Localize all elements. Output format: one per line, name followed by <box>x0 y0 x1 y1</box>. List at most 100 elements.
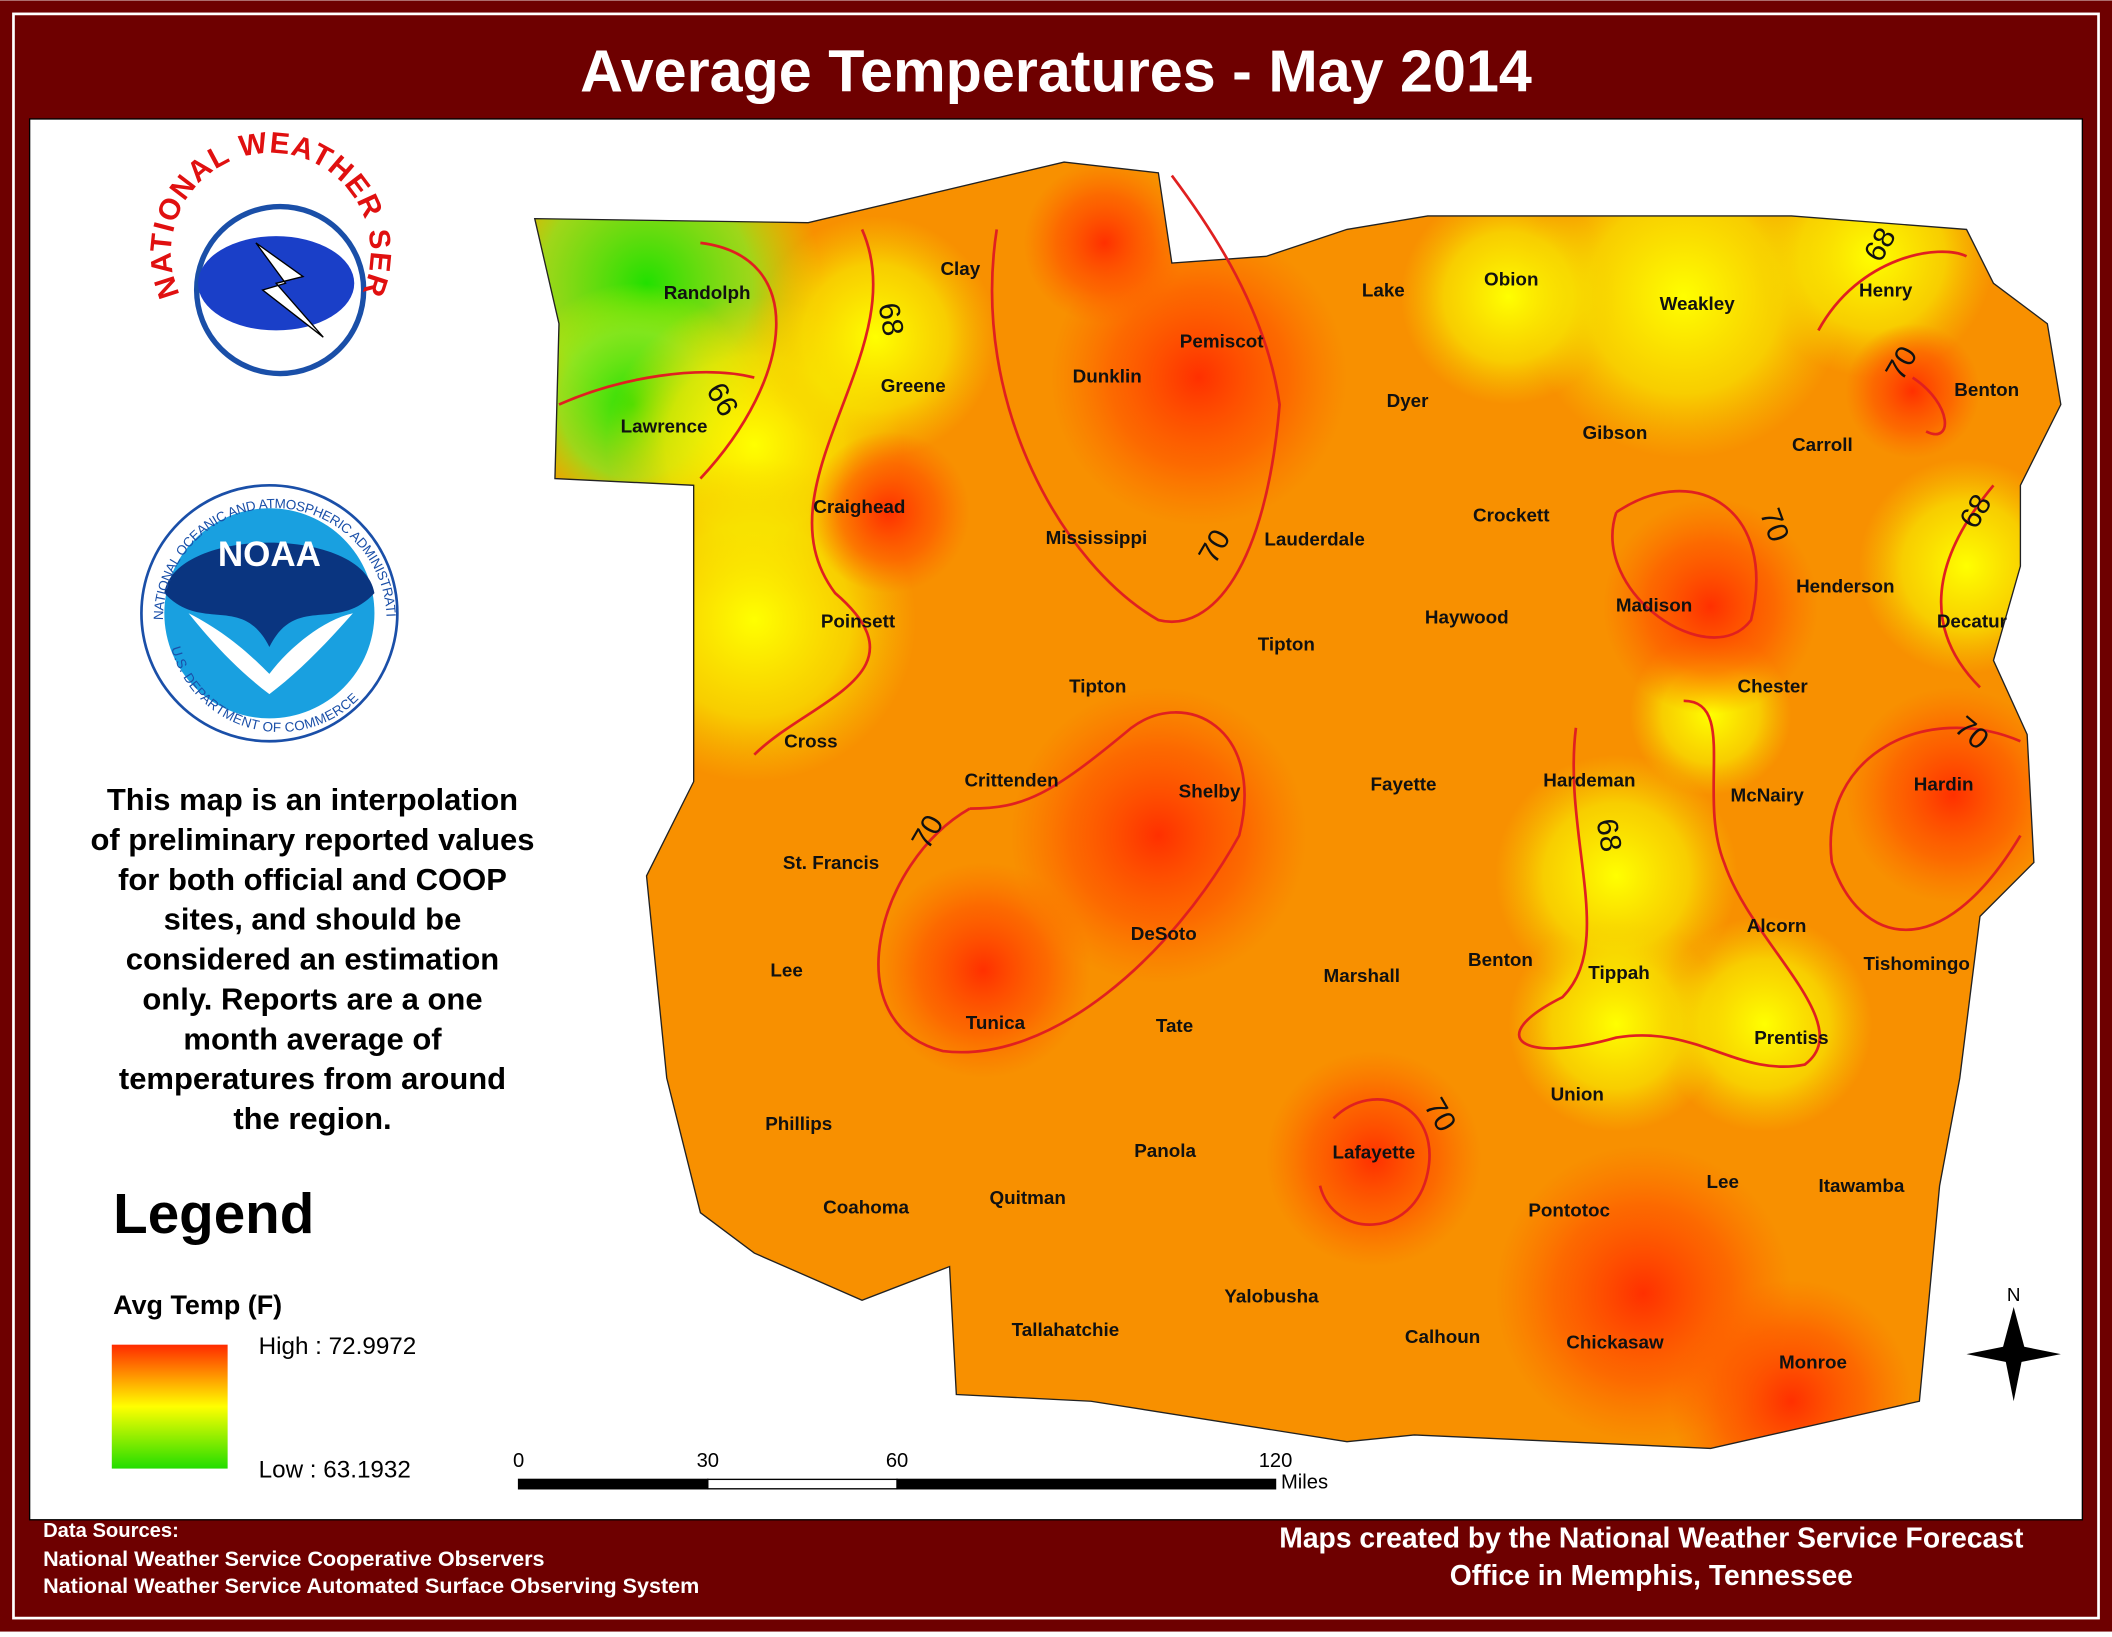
county-label: Panola <box>1134 1140 1196 1161</box>
temp-blob <box>754 215 997 459</box>
county-label: Mississippi <box>1046 527 1148 548</box>
temp-blob <box>875 862 1092 1078</box>
county-label: Tippah <box>1588 962 1649 983</box>
county-label: Union <box>1551 1083 1604 1104</box>
county-label: Crittenden <box>964 770 1058 791</box>
county-label: Gibson <box>1583 422 1648 443</box>
temp-blob <box>1602 498 1819 715</box>
description-line: temperatures from around <box>119 1061 506 1096</box>
county-label: Calhoun <box>1405 1326 1480 1347</box>
temp-blob <box>1400 189 1617 405</box>
county-label: Fayette <box>1371 774 1437 795</box>
county-label: Quitman <box>989 1187 1065 1208</box>
credit: Office in Memphis, Tennessee <box>1450 1559 1853 1591</box>
county-label: Greene <box>881 375 946 396</box>
county-label: Craighead <box>813 496 905 517</box>
contour-label: 68 <box>872 300 910 338</box>
county-label: Hardeman <box>1543 770 1635 791</box>
county-label: Obion <box>1484 269 1538 290</box>
county-label: Poinsett <box>821 611 896 632</box>
description-line: of preliminary reported values <box>90 822 534 857</box>
county-label: Pemiscot <box>1180 331 1265 352</box>
sources-title: Data Sources: <box>43 1520 179 1542</box>
county-label: St. Francis <box>783 852 879 873</box>
county-label: Lee <box>770 960 802 981</box>
scale-segment <box>517 1478 709 1490</box>
county-label: Tishomingo <box>1863 953 1969 974</box>
credit: Maps created by the National Weather Ser… <box>1279 1521 2024 1553</box>
temp-blob <box>1266 1051 1482 1267</box>
temp-blob <box>1845 687 2061 903</box>
county-label: Coahoma <box>823 1197 909 1218</box>
description-line: only. Reports are a one <box>142 981 482 1016</box>
county-label: Benton <box>1468 949 1533 970</box>
legend-layer: Avg Temp (F) <box>113 1290 282 1320</box>
frame-line <box>12 12 2100 1620</box>
temp-blob <box>1845 323 1980 459</box>
temp-blob <box>1670 1280 1913 1449</box>
county-label: Clay <box>940 258 980 279</box>
county-label: Yalobusha <box>1224 1286 1319 1307</box>
contour-label: 68 <box>1589 816 1627 854</box>
county-label: Marshall <box>1324 965 1400 986</box>
noaa-text: NOAA <box>218 535 321 574</box>
county-label: Monroe <box>1779 1352 1847 1373</box>
county-label: Phillips <box>765 1113 832 1134</box>
temp-blob <box>1010 687 1307 984</box>
source: National Weather Service Cooperative Obs… <box>43 1546 544 1571</box>
county-label: Carroll <box>1792 434 1853 455</box>
county-label: Haywood <box>1425 607 1509 628</box>
county-label: Lawrence <box>621 415 708 436</box>
description-line: for both official and COOP <box>118 862 507 897</box>
county-label: Tipton <box>1069 675 1126 696</box>
description-line: considered an estimation <box>126 942 499 977</box>
legend-ramp <box>111 1344 228 1469</box>
county-label: Lauderdale <box>1264 529 1365 550</box>
source: National Weather Service Automated Surfa… <box>43 1573 699 1598</box>
description-line: sites, and should be <box>164 902 462 937</box>
county-label: Dyer <box>1387 390 1430 411</box>
county-label: Lake <box>1362 279 1405 300</box>
county-label: Chester <box>1737 675 1808 696</box>
county-label: Itawamba <box>1819 1175 1905 1196</box>
description-line: month average of <box>183 1021 442 1056</box>
legend-high: High : 72.9972 <box>259 1333 417 1360</box>
county-label: McNairy <box>1731 784 1805 805</box>
county-label: Shelby <box>1179 780 1241 801</box>
county-label: Pontotoc <box>1528 1199 1610 1220</box>
north-label: N <box>2007 1284 2021 1305</box>
scale-segment <box>707 1478 898 1490</box>
county-label: Weakley <box>1660 293 1736 314</box>
county-label: Tallahatchie <box>1012 1319 1120 1340</box>
temp-blob <box>1023 162 1186 324</box>
description-line: the region. <box>233 1101 391 1136</box>
legend-low: Low : 63.1932 <box>259 1457 411 1484</box>
scale-tick-label: 30 <box>697 1450 719 1472</box>
county-label: Cross <box>784 731 837 752</box>
title: Average Temperatures - May 2014 <box>580 38 1532 105</box>
county-label: Alcorn <box>1747 915 1807 936</box>
county-label: Dunklin <box>1073 366 1142 387</box>
scale-segment <box>896 1478 1277 1490</box>
county-label: Crockett <box>1473 504 1550 525</box>
contours <box>558 174 2022 1226</box>
temp-blob <box>1656 916 1873 1132</box>
county-label: Benton <box>1954 379 2019 400</box>
county-label: Hardin <box>1914 774 1974 795</box>
legend-title: Legend <box>113 1182 314 1245</box>
county-label: Tate <box>1156 1015 1193 1036</box>
temp-blob <box>808 431 970 594</box>
county-label: Henderson <box>1796 576 1894 597</box>
temp-blob <box>1508 916 1725 1132</box>
county-label: Prentiss <box>1754 1027 1828 1048</box>
county-label: Tunica <box>966 1012 1026 1033</box>
county-label: Lafayette <box>1333 1141 1416 1162</box>
description-line: This map is an interpolation <box>107 782 518 817</box>
county-label: Tipton <box>1258 634 1315 655</box>
county-label: Madison <box>1616 595 1692 616</box>
county-label: DeSoto <box>1131 923 1197 944</box>
county-label: Chickasaw <box>1566 1331 1664 1352</box>
county-label: Henry <box>1859 279 1913 300</box>
scale-tick-label: 60 <box>886 1450 908 1472</box>
